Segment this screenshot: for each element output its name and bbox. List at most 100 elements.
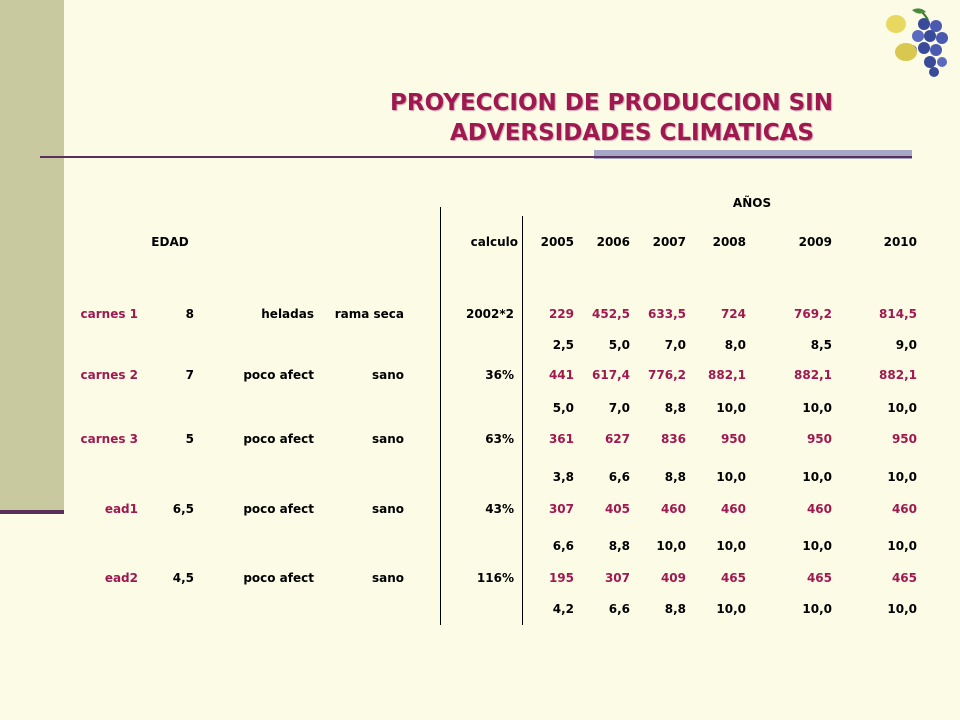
row-value: 617,4	[592, 368, 630, 382]
row-subvalue: 10,0	[802, 401, 832, 415]
row-subvalue: 10,0	[887, 470, 917, 484]
row-subvalue: 10,0	[716, 602, 746, 616]
year-header: 2007	[652, 235, 686, 249]
row-value: 452,5	[592, 307, 630, 321]
row-state: sano	[371, 432, 404, 446]
row-subvalue: 10,0	[656, 539, 686, 553]
year-header: 2006	[596, 235, 630, 249]
row-state: sano	[371, 502, 404, 516]
title-line-2: ADVERSIDADES CLIMATICAS	[450, 120, 814, 146]
row-value: 882,1	[708, 368, 746, 382]
row-name: ead2	[104, 571, 138, 585]
row-calculo: 116%	[476, 571, 514, 585]
row-age: 7	[185, 368, 194, 382]
row-value: 950	[720, 432, 746, 446]
row-subvalue: 2,5	[552, 338, 574, 352]
row-value: 776,2	[648, 368, 686, 382]
row-subvalue: 8,8	[664, 602, 686, 616]
row-age: 5	[185, 432, 194, 446]
page-title: PROYECCION DE PRODUCCION SIN ADVERSIDADE…	[384, 88, 904, 148]
side-decor-bar	[0, 0, 64, 512]
title-underline-accent	[594, 150, 912, 159]
year-header: 2008	[712, 235, 746, 249]
row-value: 405	[604, 502, 630, 516]
year-header: 2010	[883, 235, 917, 249]
side-decor-line	[0, 510, 64, 514]
row-value: 460	[660, 502, 686, 516]
row-value: 460	[720, 502, 746, 516]
title-line-1: PROYECCION DE PRODUCCION SIN	[390, 90, 833, 116]
row-value: 307	[604, 571, 630, 585]
row-value: 950	[891, 432, 917, 446]
row-condition: heladas	[261, 307, 314, 321]
row-subvalue: 10,0	[716, 470, 746, 484]
table-divider-left	[440, 207, 441, 625]
row-subvalue: 7,0	[664, 338, 686, 352]
row-name: carnes 2	[80, 368, 138, 382]
table-divider-right	[522, 216, 523, 625]
row-condition: poco afect	[243, 571, 314, 585]
row-state: sano	[371, 571, 404, 585]
row-subvalue: 10,0	[802, 470, 832, 484]
row-subvalue: 6,6	[608, 602, 630, 616]
row-age: 6,5	[172, 502, 194, 516]
row-calculo: 36%	[485, 368, 514, 382]
years-header: AÑOS	[732, 196, 772, 210]
row-subvalue: 7,0	[608, 401, 630, 415]
year-header: 2005	[540, 235, 574, 249]
row-condition: poco afect	[243, 502, 314, 516]
row-subvalue: 8,5	[810, 338, 832, 352]
row-value: 465	[891, 571, 917, 585]
row-calculo: 43%	[485, 502, 514, 516]
row-subvalue: 4,2	[552, 602, 574, 616]
row-value: 441	[548, 368, 574, 382]
row-value: 836	[660, 432, 686, 446]
row-value: 409	[660, 571, 686, 585]
row-value: 307	[548, 502, 574, 516]
row-value: 724	[720, 307, 746, 321]
row-subvalue: 8,8	[664, 401, 686, 415]
row-value: 465	[806, 571, 832, 585]
row-name: carnes 3	[80, 432, 138, 446]
row-subvalue: 5,0	[608, 338, 630, 352]
edad-header: EDAD	[151, 235, 189, 249]
row-subvalue: 5,0	[552, 401, 574, 415]
row-subvalue: 10,0	[802, 602, 832, 616]
row-value: 465	[720, 571, 746, 585]
row-calculo: 63%	[485, 432, 514, 446]
row-value: 460	[891, 502, 917, 516]
year-header: 2009	[798, 235, 832, 249]
row-value: 769,2	[794, 307, 832, 321]
row-age: 4,5	[172, 571, 194, 585]
row-condition: poco afect	[243, 432, 314, 446]
calculo-header: calculo	[470, 235, 518, 249]
row-name: ead1	[104, 502, 138, 516]
row-subvalue: 3,8	[552, 470, 574, 484]
row-value: 814,5	[879, 307, 917, 321]
row-value: 950	[806, 432, 832, 446]
row-value: 882,1	[794, 368, 832, 382]
row-value: 361	[548, 432, 574, 446]
row-name: carnes 1	[80, 307, 138, 321]
row-subvalue: 6,6	[552, 539, 574, 553]
row-subvalue: 8,0	[724, 338, 746, 352]
row-value: 195	[548, 571, 574, 585]
row-value: 627	[604, 432, 630, 446]
row-value: 460	[806, 502, 832, 516]
title-underline	[40, 156, 912, 158]
row-subvalue: 10,0	[802, 539, 832, 553]
row-state: rama seca	[334, 307, 404, 321]
row-subvalue: 10,0	[887, 401, 917, 415]
row-state: sano	[371, 368, 404, 382]
row-subvalue: 10,0	[887, 602, 917, 616]
row-subvalue: 10,0	[887, 539, 917, 553]
row-condition: poco afect	[243, 368, 314, 382]
row-value: 633,5	[648, 307, 686, 321]
row-value: 882,1	[879, 368, 917, 382]
row-subvalue: 8,8	[664, 470, 686, 484]
row-value: 229	[548, 307, 574, 321]
row-subvalue: 10,0	[716, 539, 746, 553]
grapes-icon	[886, 8, 948, 77]
row-calculo: 2002*2	[465, 307, 514, 321]
row-subvalue: 8,8	[608, 539, 630, 553]
